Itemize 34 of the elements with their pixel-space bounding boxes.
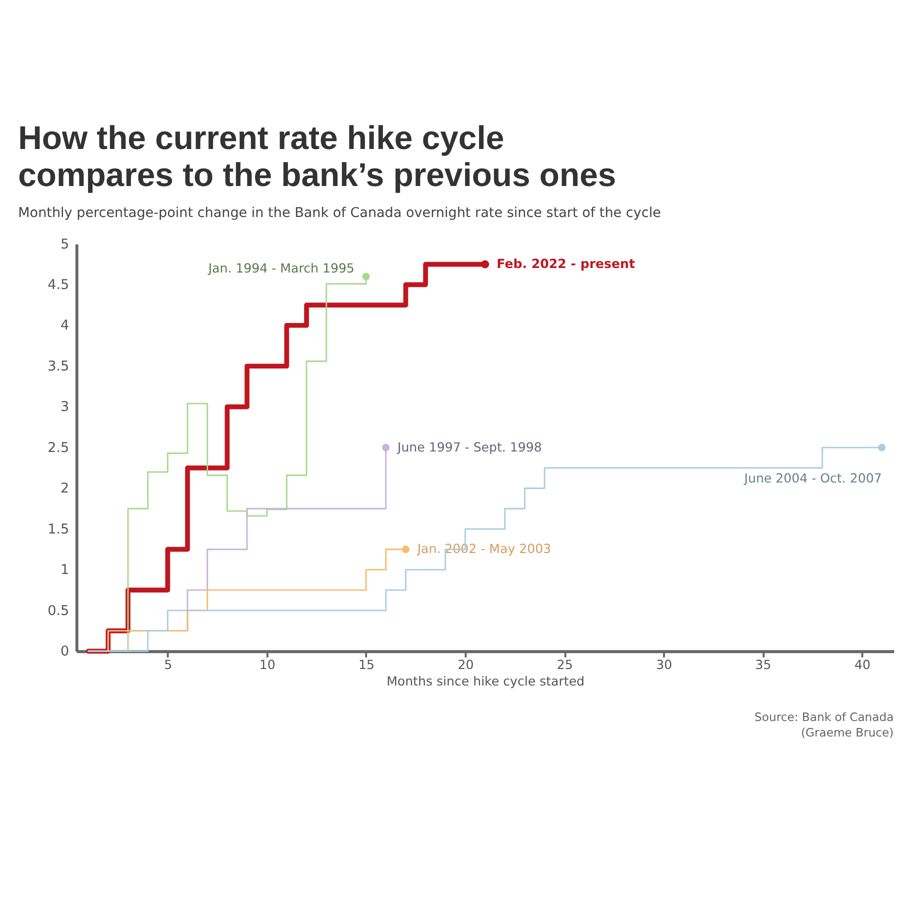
- y-tick-label: 1: [60, 562, 70, 578]
- x-tick-label: 25: [556, 657, 573, 672]
- series-label: June 2004 - Oct. 2007: [743, 470, 882, 486]
- y-tick-label: 3: [60, 399, 70, 416]
- y-tick-label: 2.5: [48, 440, 70, 456]
- point: [362, 272, 370, 280]
- x-tick-label: 40: [854, 657, 870, 672]
- point: [382, 444, 390, 452]
- y-tick-label: 5: [60, 236, 70, 252]
- text: How the current rate hike cycle: [18, 119, 504, 156]
- text: (Graeme Bruce): [800, 725, 894, 740]
- y-tick-label: 1.5: [48, 521, 70, 538]
- y-tick-label: 3.5: [48, 358, 70, 374]
- series-label: June 1997 - Sept. 1998: [396, 439, 542, 454]
- y-tick-label: 2: [60, 480, 70, 497]
- y-tick-label: 4: [60, 318, 70, 334]
- y-tick-label: 0.5: [48, 602, 70, 619]
- x-tick-label: 5: [164, 657, 172, 672]
- x-tick-label: 30: [656, 657, 672, 672]
- series-label: Feb. 2022 - present: [496, 256, 635, 272]
- point: [878, 444, 886, 452]
- x-axis-title: Months since hike cycle started: [386, 673, 585, 688]
- source-note: Source: Bank of Canada: [754, 710, 894, 724]
- y-tick-label: 0: [60, 644, 70, 660]
- point: [402, 546, 410, 554]
- point: [481, 260, 490, 268]
- text: compares to the bank’s previous ones: [18, 156, 616, 193]
- x-tick-label: 20: [458, 657, 474, 672]
- series-label: Jan. 1994 - March 1995: [207, 260, 354, 276]
- chart-subtitle: Monthly percentage-point change in the Bank of Canada overnight rate since start of the cycle: [18, 204, 661, 221]
- x-tick-label: 15: [358, 657, 375, 672]
- x-tick-label: 35: [755, 657, 772, 672]
- y-tick-label: 4.5: [48, 277, 70, 294]
- x-tick-label: 10: [259, 657, 276, 672]
